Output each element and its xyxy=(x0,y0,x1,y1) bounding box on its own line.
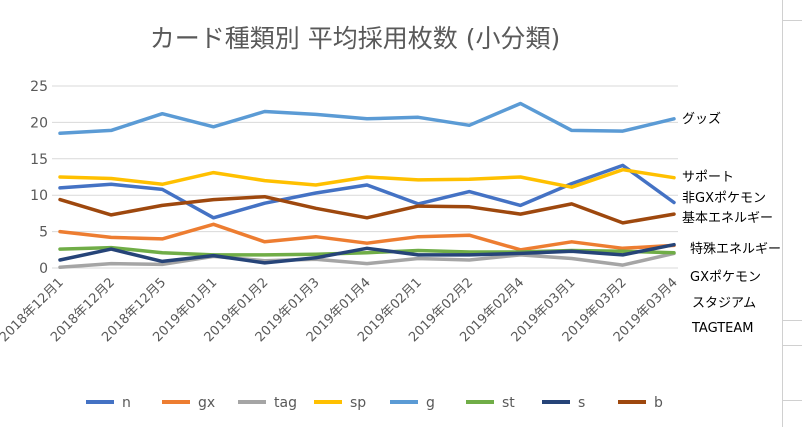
series-line-gx xyxy=(58,222,676,252)
legend-label: gx xyxy=(198,395,215,411)
annotation-label: 基本エネルギー xyxy=(682,211,773,226)
y-tick-label: 0 xyxy=(39,261,48,277)
y-axis-ticks: 0 5 10 15 20 25 xyxy=(30,79,48,277)
legend-label: sp xyxy=(350,395,366,411)
chart-title: カード種類別 平均採用枚数 (小分類) xyxy=(150,24,560,53)
y-tick-label: 20 xyxy=(30,115,48,131)
cell-border xyxy=(782,400,802,401)
legend-label: tag xyxy=(274,395,297,411)
series-line-b xyxy=(58,194,676,225)
legend-label: s xyxy=(578,395,585,411)
cell-border xyxy=(782,0,783,427)
annotation-label: GXポケモン xyxy=(690,270,761,285)
x-axis-ticks: 2018年12月12018年12月22018年12月52019年01月12019… xyxy=(0,275,681,345)
series-line-sp xyxy=(58,167,676,189)
annotation-label: グッズ xyxy=(682,111,721,127)
gridlines xyxy=(52,85,678,269)
cell-border xyxy=(782,345,802,346)
annotation-label: TAGTEAM xyxy=(691,321,753,336)
series-line-n xyxy=(58,163,676,220)
legend-label: b xyxy=(654,395,663,411)
legend-label: n xyxy=(122,395,131,411)
legend-label: g xyxy=(426,395,435,411)
cell-border xyxy=(782,20,802,21)
annotation-label: サポート xyxy=(682,170,734,185)
annotation-label: 特殊エネルギー xyxy=(690,242,781,257)
annotation-label: 非GXポケモン xyxy=(682,191,766,206)
annotation-label: スタジアム xyxy=(692,296,756,311)
y-tick-label: 10 xyxy=(30,188,48,204)
y-tick-label: 5 xyxy=(39,225,48,241)
series-line-tag xyxy=(58,251,676,270)
series-lines xyxy=(58,101,676,270)
y-tick-label: 15 xyxy=(30,152,48,168)
legend-label: st xyxy=(502,395,515,411)
series-line-g xyxy=(58,101,676,136)
cell-border xyxy=(782,320,802,321)
y-tick-label: 25 xyxy=(30,79,48,95)
legend: n gx tag sp g st s b xyxy=(86,395,663,411)
series-line-s xyxy=(58,242,676,265)
